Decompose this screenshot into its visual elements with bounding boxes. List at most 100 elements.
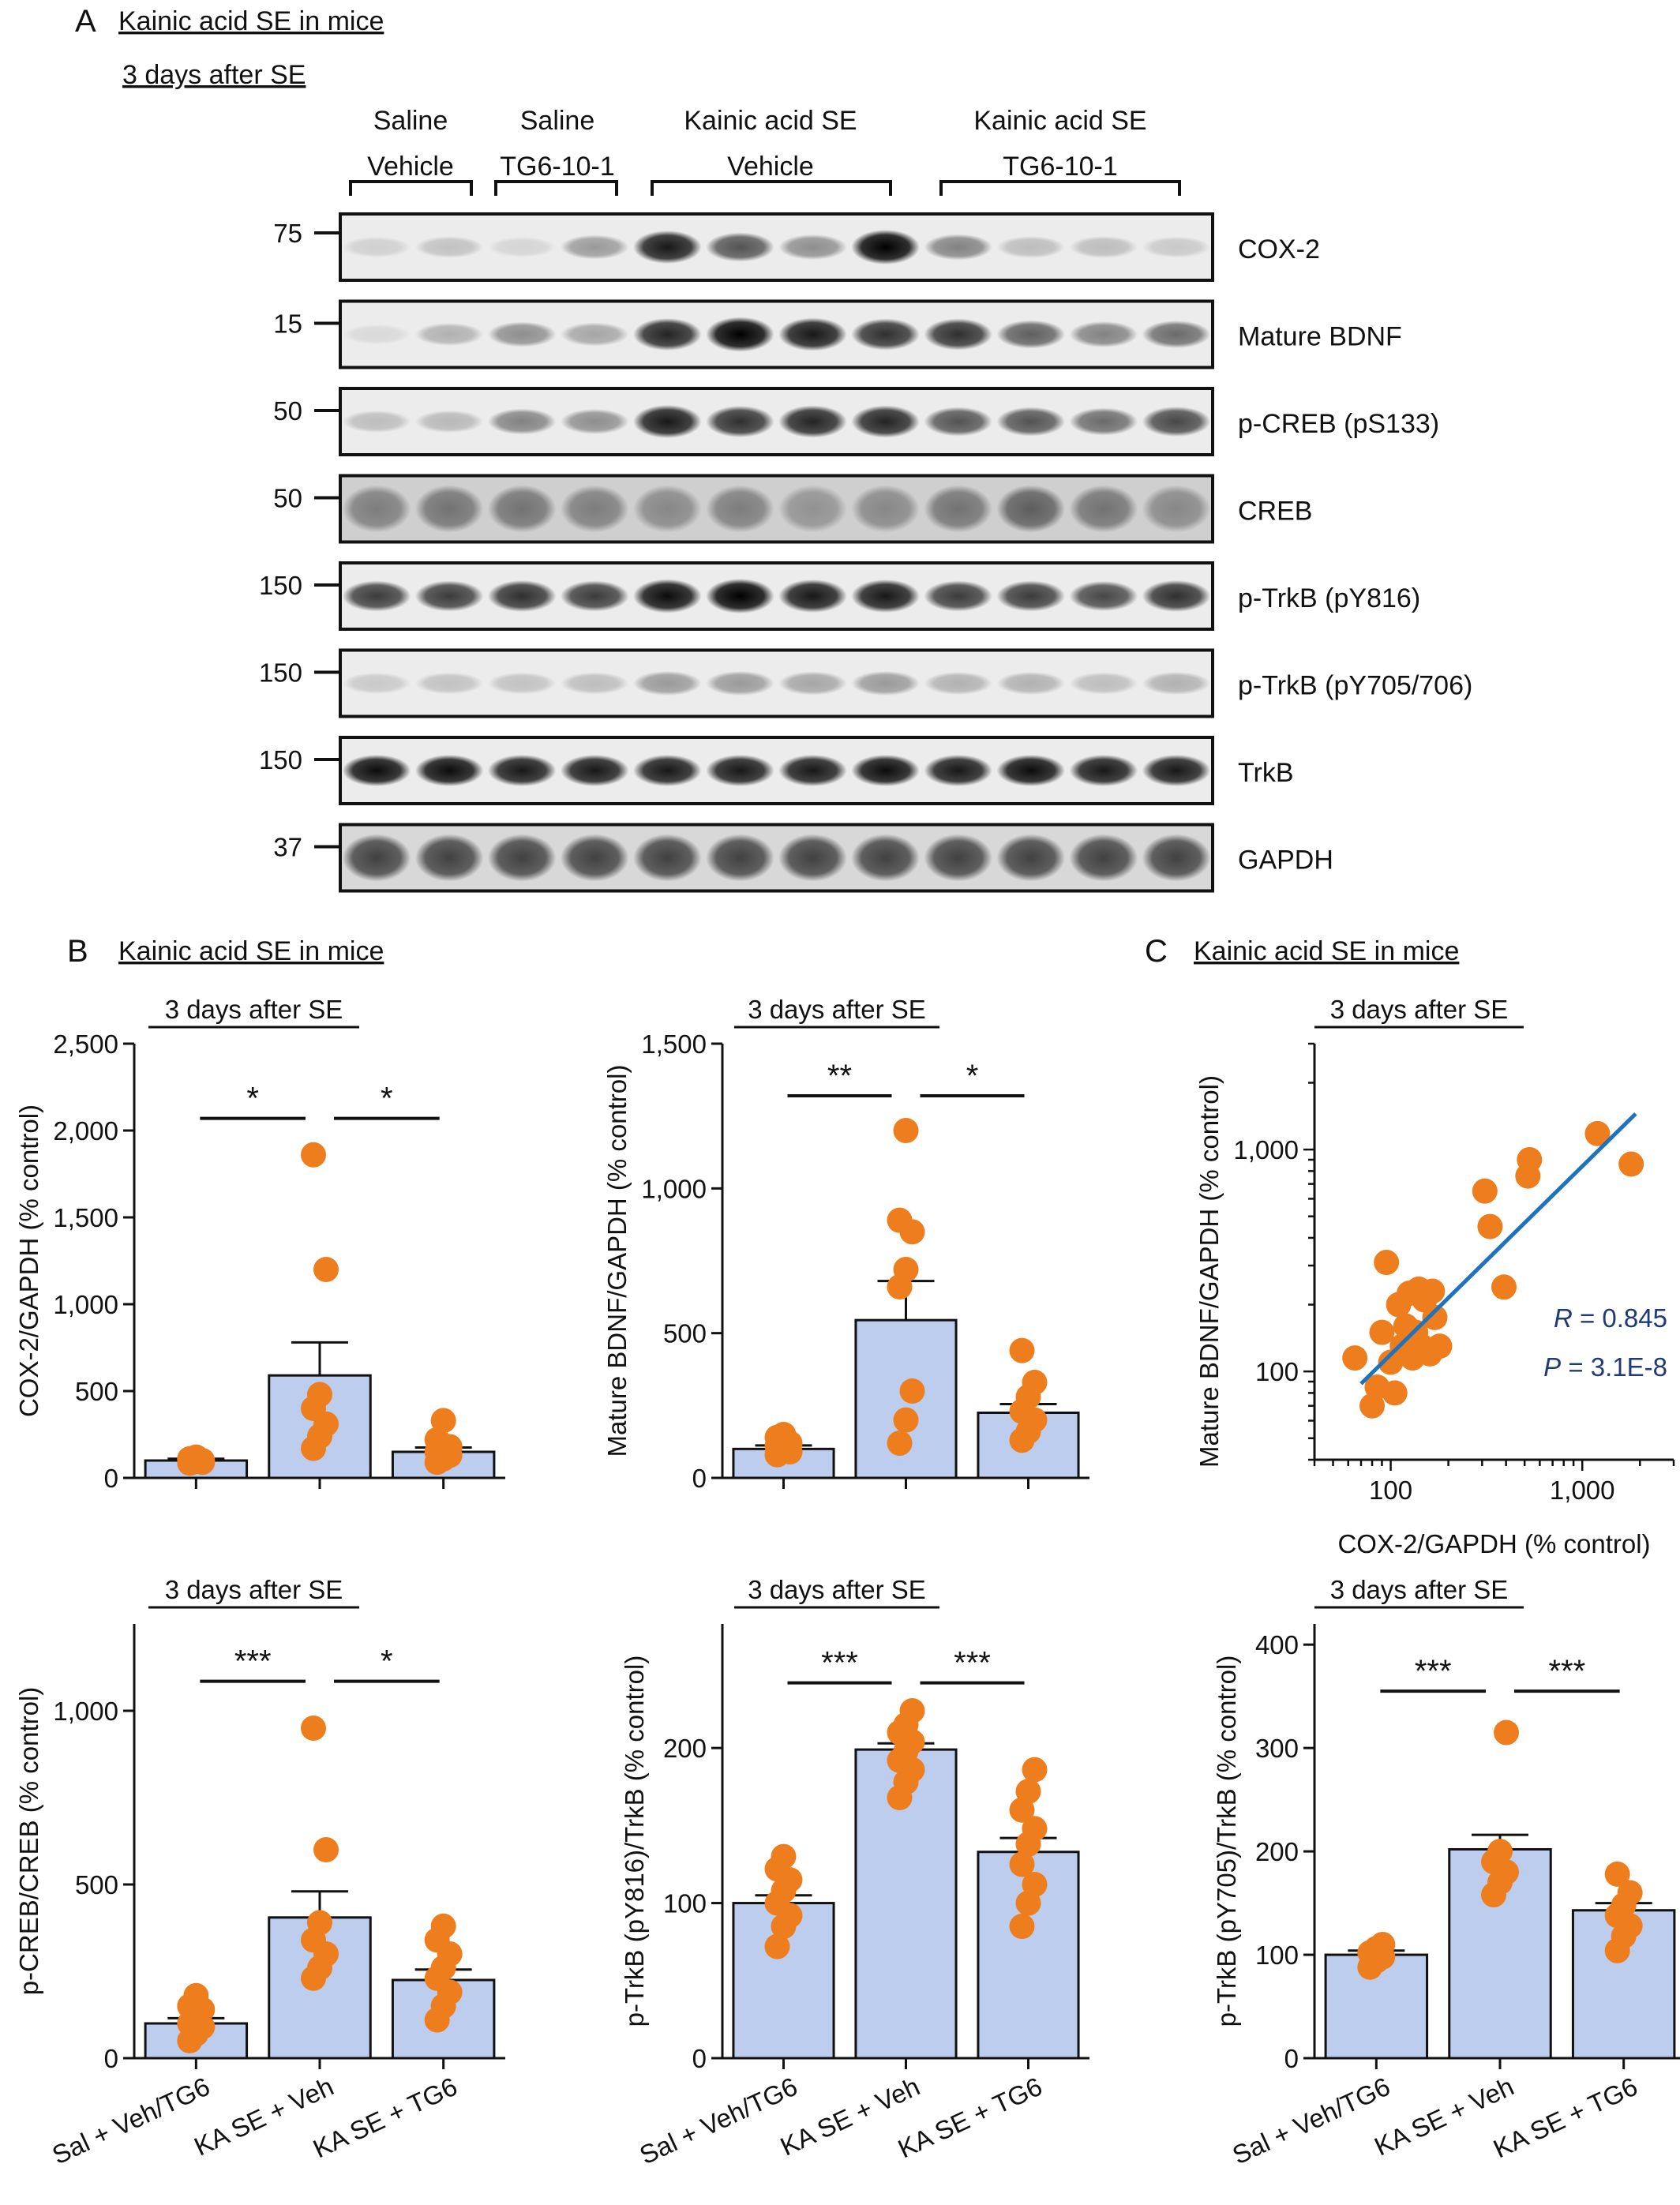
blot-band bbox=[778, 317, 847, 351]
blot-frame bbox=[339, 212, 1214, 282]
blot-band bbox=[1069, 755, 1138, 786]
y-tick-label: 1,000 bbox=[1233, 1135, 1299, 1164]
blot-frame bbox=[339, 648, 1214, 718]
data-point bbox=[893, 1257, 919, 1282]
blot-band bbox=[414, 672, 484, 695]
data-point bbox=[1342, 1345, 1368, 1371]
data-point bbox=[1022, 1872, 1048, 1897]
significance-label: * bbox=[246, 1082, 259, 1116]
chart-subtitle: 3 days after SE bbox=[748, 995, 926, 1024]
blot-label: COX-2 bbox=[1238, 234, 1320, 264]
blot-band bbox=[1142, 321, 1211, 348]
r-value-label: R = 0.845 bbox=[1554, 1303, 1667, 1333]
significance-label: * bbox=[381, 1644, 393, 1679]
blot-band bbox=[778, 485, 847, 533]
blot-band bbox=[996, 407, 1066, 437]
bar-chart-6: 3 days after SE 0 100 200 300 400 p-TrkB (pY70… bbox=[1212, 1575, 1680, 2169]
blot-cox-2: 75 COX-2 bbox=[273, 212, 1320, 282]
chart-subtitle: 3 days after SE bbox=[1330, 995, 1509, 1024]
data-point bbox=[301, 1142, 326, 1168]
blot-band bbox=[924, 407, 992, 437]
blot-band bbox=[561, 322, 629, 347]
y-tick-label: 1,500 bbox=[53, 1203, 118, 1232]
blot-band bbox=[342, 411, 411, 433]
blot-band bbox=[1142, 834, 1211, 882]
blot-label: p-TrkB (pY705/706) bbox=[1238, 671, 1472, 701]
data-point bbox=[1009, 1337, 1035, 1363]
group-1-line2: Vehicle bbox=[367, 152, 454, 182]
blot-band bbox=[487, 672, 557, 695]
blot-band bbox=[561, 234, 629, 260]
blot-band bbox=[1069, 236, 1138, 258]
blot-band bbox=[633, 318, 702, 351]
data-point bbox=[1022, 1757, 1048, 1783]
blot-band bbox=[996, 834, 1066, 882]
blot-band bbox=[851, 485, 920, 533]
blot-band bbox=[633, 485, 702, 533]
blot-background bbox=[340, 563, 1213, 629]
blot-band bbox=[851, 755, 920, 786]
y-tick-label: 0 bbox=[104, 1464, 118, 1493]
data-point bbox=[899, 1378, 925, 1404]
group-4-line1: Kainic acid SE bbox=[973, 106, 1146, 136]
blot-band bbox=[414, 485, 484, 533]
blot-band bbox=[1069, 672, 1138, 695]
bar-chart-2: 3 days after SE 0 500 1,000 1,500 Mature BDNF… bbox=[602, 995, 1089, 1493]
y-tick-label: 400 bbox=[1255, 1630, 1299, 1659]
group-header-3: Kainic acid SE Vehicle bbox=[651, 106, 892, 196]
blot-band bbox=[851, 230, 920, 264]
blot-band bbox=[778, 834, 847, 882]
blot-band bbox=[342, 236, 411, 258]
blot-background bbox=[340, 824, 1213, 891]
blot-band bbox=[1142, 672, 1211, 695]
blot-band bbox=[851, 834, 920, 882]
marker-label: 75 bbox=[273, 219, 302, 248]
blot-band bbox=[1069, 581, 1138, 611]
stat-value: = 0.845 bbox=[1573, 1303, 1667, 1333]
blot-band bbox=[342, 485, 411, 533]
significance-label: * bbox=[966, 1059, 979, 1093]
data-point bbox=[1015, 1779, 1041, 1805]
blot-band bbox=[778, 755, 847, 786]
y-axis-label: p-CREB/CREB (% control) bbox=[14, 1687, 43, 1996]
bar-chart-1: 3 days after SE 0 500 1,000 1,500 2,000 2,500 C… bbox=[14, 995, 505, 1493]
blot-band bbox=[996, 485, 1066, 533]
y-tick-label: 0 bbox=[104, 2044, 118, 2073]
blot-band bbox=[778, 234, 847, 260]
blot-band bbox=[487, 408, 557, 435]
blot-band bbox=[996, 672, 1066, 695]
data-point bbox=[313, 1257, 339, 1282]
group-header-1: Saline Vehicle bbox=[349, 106, 473, 196]
blot-background bbox=[340, 475, 1213, 542]
panel-b-title: Kainic acid SE in mice bbox=[118, 936, 384, 966]
blot-band bbox=[706, 232, 774, 262]
blot-band bbox=[561, 755, 629, 786]
blot-band bbox=[924, 755, 992, 786]
group-4-line2: TG6-10-1 bbox=[1003, 152, 1118, 182]
significance-label: *** bbox=[234, 1644, 272, 1679]
blot-frame bbox=[339, 387, 1214, 456]
blot-label: p-TrkB (pY816) bbox=[1238, 583, 1420, 613]
bar-chart-4: 3 days after SE 0 500 1,000 p-CREB/CREB (% c… bbox=[14, 1575, 505, 2169]
blot-band bbox=[414, 323, 484, 346]
data-point bbox=[1427, 1333, 1453, 1359]
blot-band bbox=[561, 672, 629, 695]
blot-band bbox=[342, 755, 411, 786]
data-point bbox=[1422, 1304, 1448, 1330]
chart-subtitle: 3 days after SE bbox=[165, 995, 343, 1024]
blot-frame bbox=[339, 561, 1214, 631]
blot-band bbox=[561, 834, 629, 882]
blot-band bbox=[487, 580, 557, 612]
marker-label: 37 bbox=[273, 833, 302, 862]
blot-background bbox=[340, 388, 1213, 455]
blot-band bbox=[414, 755, 484, 786]
blot-band bbox=[1142, 236, 1211, 258]
blot-band bbox=[706, 579, 774, 613]
panel-c-letter: C bbox=[1145, 934, 1168, 969]
data-point bbox=[430, 1913, 456, 1939]
blot-band bbox=[924, 318, 992, 351]
panel-a-letter: A bbox=[75, 4, 96, 39]
blot-band bbox=[1142, 407, 1211, 437]
data-point bbox=[1584, 1120, 1611, 1146]
